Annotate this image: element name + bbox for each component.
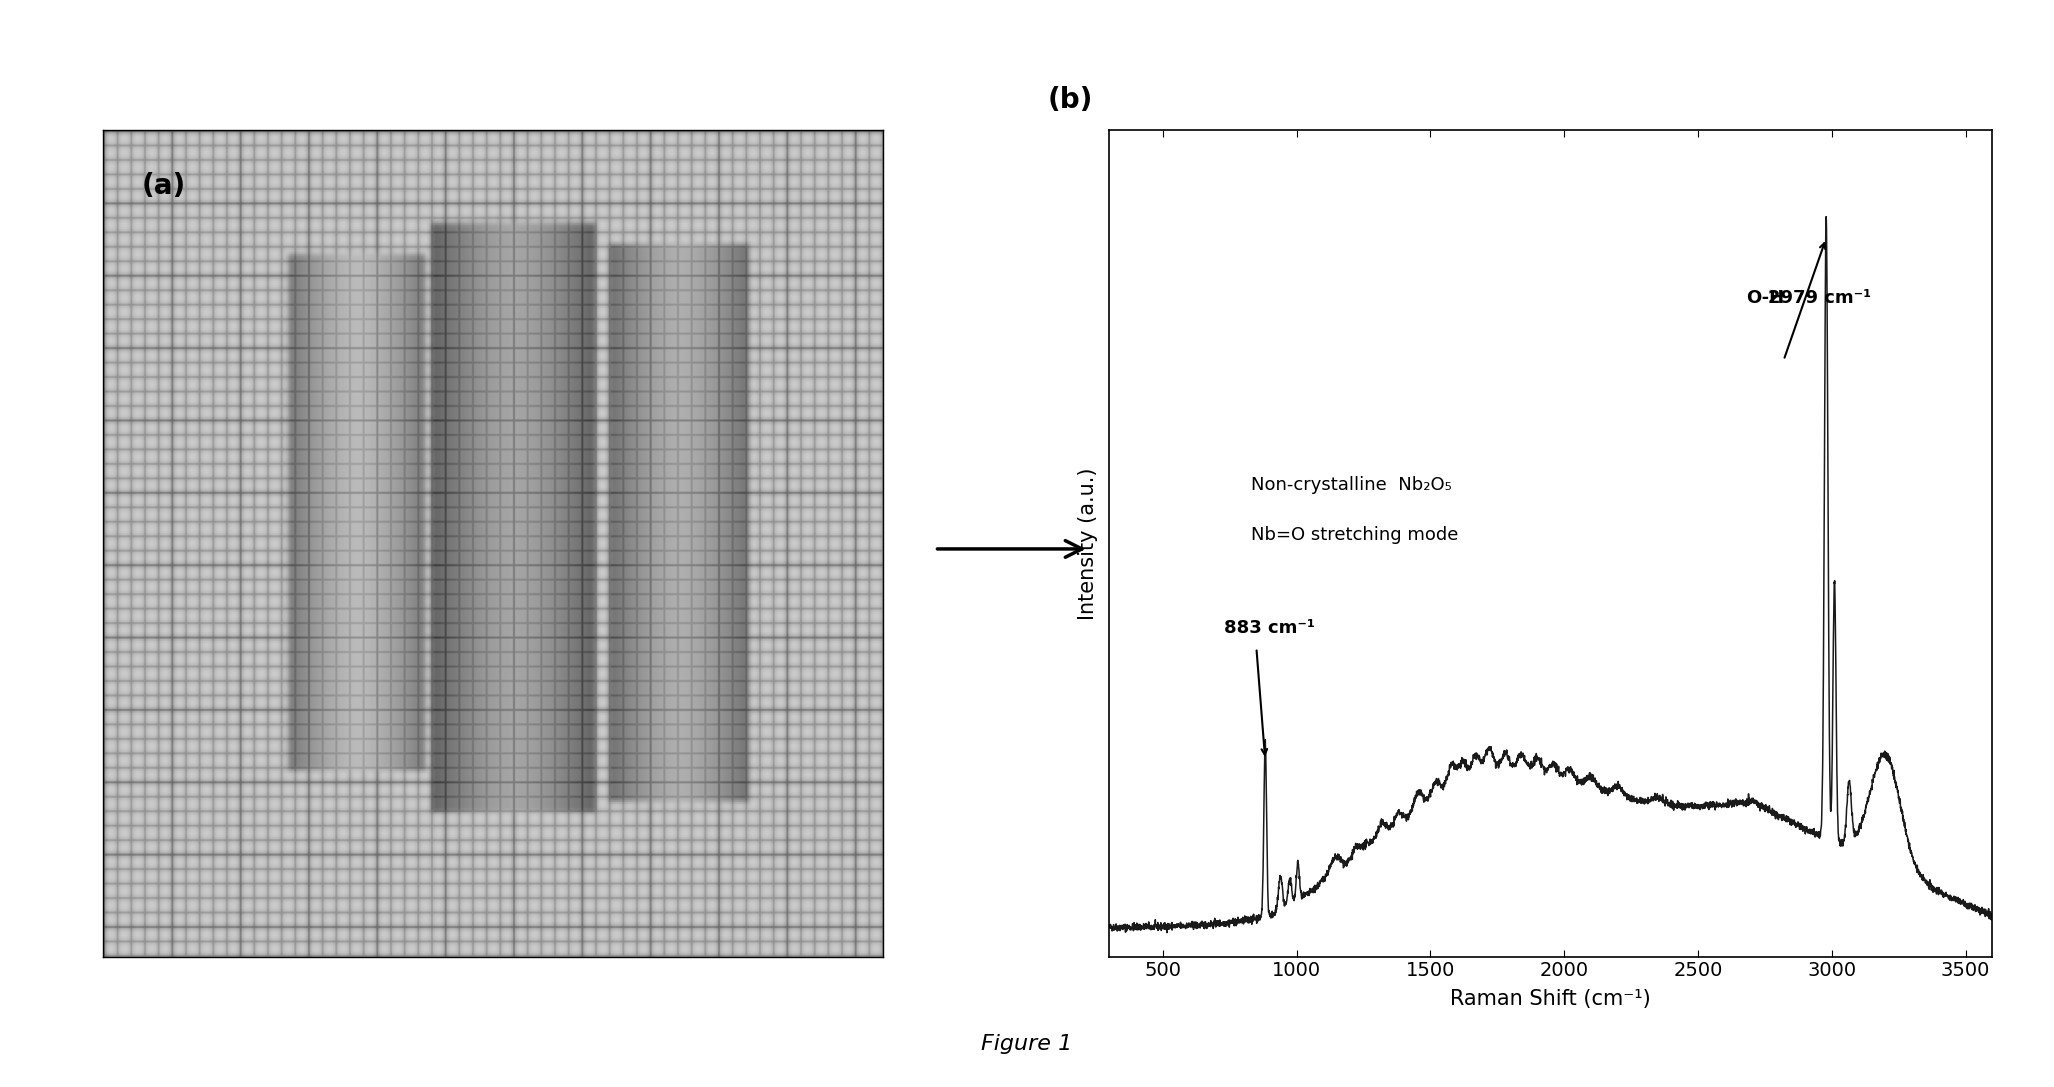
X-axis label: Raman Shift (cm⁻¹): Raman Shift (cm⁻¹)	[1450, 989, 1651, 1009]
Text: (b): (b)	[1048, 86, 1093, 114]
Text: Non-crystalline  Nb₂O₅: Non-crystalline Nb₂O₅	[1251, 476, 1452, 493]
Text: 2979 cm⁻¹: 2979 cm⁻¹	[1768, 289, 1871, 307]
Text: Figure 1: Figure 1	[982, 1035, 1072, 1054]
Y-axis label: Intensity (a.u.): Intensity (a.u.)	[1078, 467, 1099, 620]
Text: (a): (a)	[142, 172, 187, 200]
Text: Nb=O stretching mode: Nb=O stretching mode	[1251, 526, 1458, 544]
Text: O-H: O-H	[1746, 289, 1785, 307]
Text: 883 cm⁻¹: 883 cm⁻¹	[1224, 620, 1315, 637]
